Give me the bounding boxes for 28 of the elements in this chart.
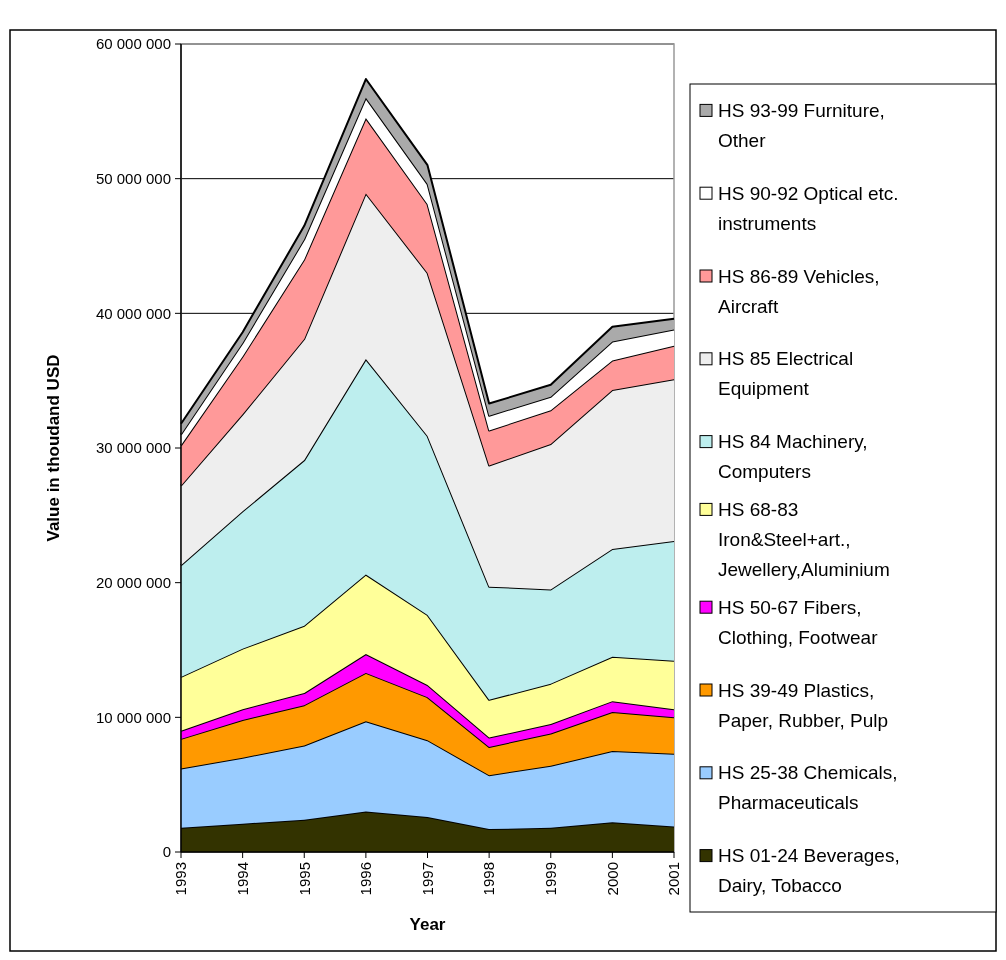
legend-label: HS 90-92 Optical etc. instruments: [718, 182, 899, 234]
legend-label: HS 68-83 Iron&Steel+art., Jewellery,Aluminium: [718, 499, 890, 581]
y-tick-label: 40 000 000: [95, 304, 171, 322]
x-tick-label: 1999: [542, 862, 559, 896]
x-tick-label: 1998: [480, 862, 498, 896]
x-axis-title: Year: [409, 915, 446, 934]
x-tick-label: 1996: [357, 862, 375, 896]
legend-label: HS 93-99 Furniture, Other: [718, 100, 885, 152]
x-tick-label: 2001: [665, 862, 683, 896]
x-tick-label: 2000: [603, 862, 621, 896]
legend-label: HS 25-38 Chemicals, Pharmaceuticals: [718, 762, 898, 814]
y-tick-label: 20 000 000: [95, 573, 171, 591]
x-tick-label: 1993: [172, 862, 190, 896]
y-tick-label: 0: [162, 843, 171, 861]
x-tick-label: 1995: [295, 862, 313, 896]
legend-label: HS 86-89 Vehicles, Aircraft: [718, 265, 880, 317]
y-tick-label: 50 000 000: [95, 169, 171, 187]
legend-label: HS 85 Electrical Equipment: [718, 348, 854, 400]
y-tick-label: 60 000 000: [95, 35, 171, 53]
x-tick-label: 1997: [418, 862, 436, 896]
y-axis-title: Value in thoudand USD: [44, 354, 63, 542]
y-tick-label: 10 000 000: [95, 708, 171, 726]
y-tick-label: 30 000 000: [95, 439, 171, 457]
legend-label: HS 01-24 Beverages, Dairy, Tobacco: [718, 845, 900, 897]
x-tick-label: 1994: [233, 862, 251, 896]
legend-label: HS 50-67 Fibers, Clothing, Footwear: [718, 596, 879, 648]
legend-label: HS 84 Machinery, Computers: [718, 431, 868, 483]
legend-label: HS 39-49 Plastics, Paper, Rubber, Pulp: [718, 679, 889, 731]
